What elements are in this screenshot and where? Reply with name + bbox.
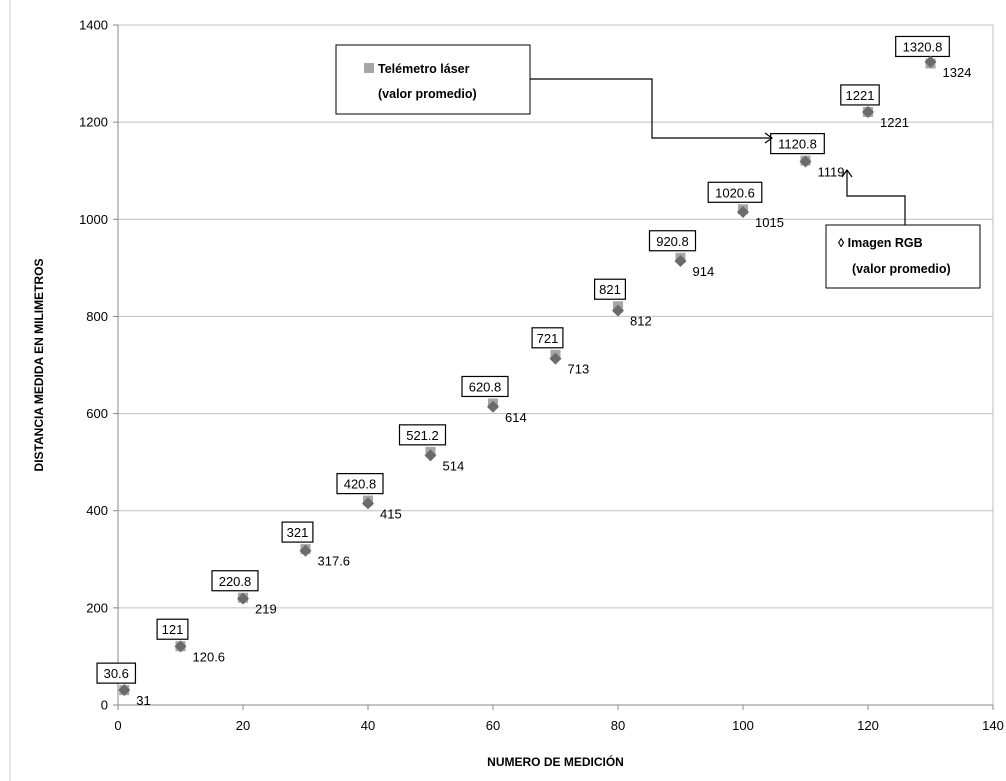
- y-tick-label: 0: [101, 698, 108, 713]
- rgb-point: [862, 105, 874, 118]
- y-tick-label: 1400: [79, 18, 108, 33]
- rgb-data-label: 219: [255, 602, 277, 617]
- rgb-data-label: 317.6: [318, 554, 351, 569]
- arrowhead-icon: [841, 168, 853, 178]
- callout-laser-line1: Telémetro láser: [378, 62, 470, 76]
- rgb-data-label: 1324: [943, 65, 972, 80]
- laser-data-label: 321: [287, 525, 309, 540]
- x-tick-label: 120: [857, 718, 879, 733]
- rgb-point: [237, 592, 249, 605]
- x-tick-label: 140: [982, 718, 1004, 733]
- arrowhead-icon: [764, 132, 774, 144]
- rgb-data-label: 812: [630, 314, 652, 329]
- rgb-data-label: 415: [380, 506, 402, 521]
- rgb-data-label: 1221: [880, 115, 909, 130]
- grid-lines: [9, 0, 994, 781]
- laser-label-box: [707, 181, 763, 203]
- y-tick-label: 1200: [79, 115, 108, 130]
- rgb-point: [362, 497, 374, 510]
- rgb-point: [424, 449, 437, 462]
- laser-data-label: 30.6: [104, 666, 129, 681]
- y-axis-ticks: 0 200 400 600 800 1000 1200 1400: [79, 18, 118, 713]
- laser-data-label: 821: [599, 282, 621, 297]
- callout-laser-line2: (valor promedio): [378, 87, 477, 101]
- square-icon: [364, 63, 374, 73]
- x-tick-label: 40: [361, 718, 375, 733]
- series-laser: 30.6 121 220.8 321 420.8 521.2 620.8 721 821 920.…: [96, 35, 950, 696]
- laser-data-label: 1221: [846, 88, 875, 103]
- laser-data-label: 920.8: [656, 234, 689, 249]
- y-tick-label: 800: [86, 309, 108, 324]
- y-tick-label: 400: [86, 503, 108, 518]
- rgb-point: [549, 352, 562, 365]
- x-tick-label: 0: [114, 718, 121, 733]
- laser-data-label: 121: [162, 622, 184, 637]
- x-axis-ticks: 0 20 40 60 80 100 120 140: [114, 705, 1004, 733]
- laser-label-box: [461, 375, 509, 398]
- callout-rgb-arrow: [846, 170, 906, 225]
- laser-label-box: [96, 662, 137, 684]
- x-tick-label: 20: [236, 718, 250, 733]
- x-tick-label: 80: [611, 718, 625, 733]
- laser-label-box: [156, 618, 189, 640]
- x-tick-label: 60: [486, 718, 500, 733]
- laser-label-box: [281, 521, 314, 543]
- laser-data-label: 620.8: [469, 379, 502, 394]
- y-tick-label: 200: [86, 600, 108, 615]
- laser-data-label: 721: [537, 331, 559, 346]
- laser-label-box: [840, 84, 880, 106]
- rgb-point: [924, 55, 937, 68]
- laser-label-box: [770, 133, 825, 155]
- laser-label-box: [398, 424, 447, 446]
- callout-rgb-line1: ◊ Imagen RGB: [838, 236, 923, 250]
- rgb-point: [118, 683, 131, 696]
- rgb-point: [737, 206, 749, 218]
- laser-label-box: [648, 230, 697, 252]
- laser-label-box: [336, 473, 384, 495]
- x-axis-title: NUMERO DE MEDICIÓN: [487, 754, 624, 769]
- y-tick-label: 1000: [79, 212, 108, 227]
- callout-rgb-line2: (valor promedio): [852, 262, 951, 276]
- rgb-data-label: 713: [568, 362, 590, 377]
- axes: [117, 25, 993, 706]
- rgb-data-label: 614: [505, 410, 527, 425]
- laser-label-box: [211, 570, 259, 592]
- callouts: Telémetro láser (valor promedio) ◊ Image…: [335, 44, 981, 289]
- rgb-data-label: 120.6: [193, 649, 226, 664]
- rgb-point: [299, 544, 312, 557]
- laser-data-label: 1320.8: [903, 39, 943, 54]
- rgb-data-label: 514: [443, 458, 465, 473]
- series-rgb: 31 120.6 219 317.6 415 514 614 713 812 914 1015 111…: [118, 55, 972, 708]
- laser-data-label: 420.8: [344, 477, 377, 492]
- laser-data-label: 521.2: [406, 428, 439, 443]
- rgb-data-label: 1015: [755, 215, 784, 230]
- callout-laser: Telémetro láser (valor promedio): [335, 44, 774, 144]
- rgb-data-label: 914: [693, 264, 715, 279]
- laser-data-label: 1020.6: [715, 185, 755, 200]
- rgb-point: [799, 155, 812, 168]
- callout-rgb-box: [825, 224, 981, 289]
- rgb-data-label: 31: [136, 693, 150, 708]
- laser-label-box: [531, 327, 564, 349]
- callout-laser-box: [335, 44, 531, 115]
- laser-data-label: 1120.8: [778, 137, 817, 152]
- rgb-point: [674, 255, 687, 268]
- laser-label-box: [593, 278, 626, 300]
- x-tick-label: 100: [732, 718, 754, 733]
- y-tick-label: 600: [86, 406, 108, 421]
- rgb-point: [174, 640, 187, 653]
- laser-data-label: 220.8: [219, 574, 252, 589]
- y-axis-title: DISTANCIA MEDIDA EN MILIMETROS: [32, 259, 46, 472]
- callout-rgb: ◊ Imagen RGB (valor promedio): [825, 168, 981, 289]
- callout-laser-arrow: [530, 78, 772, 139]
- rgb-data-label: 1119: [818, 164, 845, 179]
- rgb-point: [612, 304, 624, 317]
- rgb-point: [487, 400, 499, 413]
- laser-label-box: [895, 35, 950, 58]
